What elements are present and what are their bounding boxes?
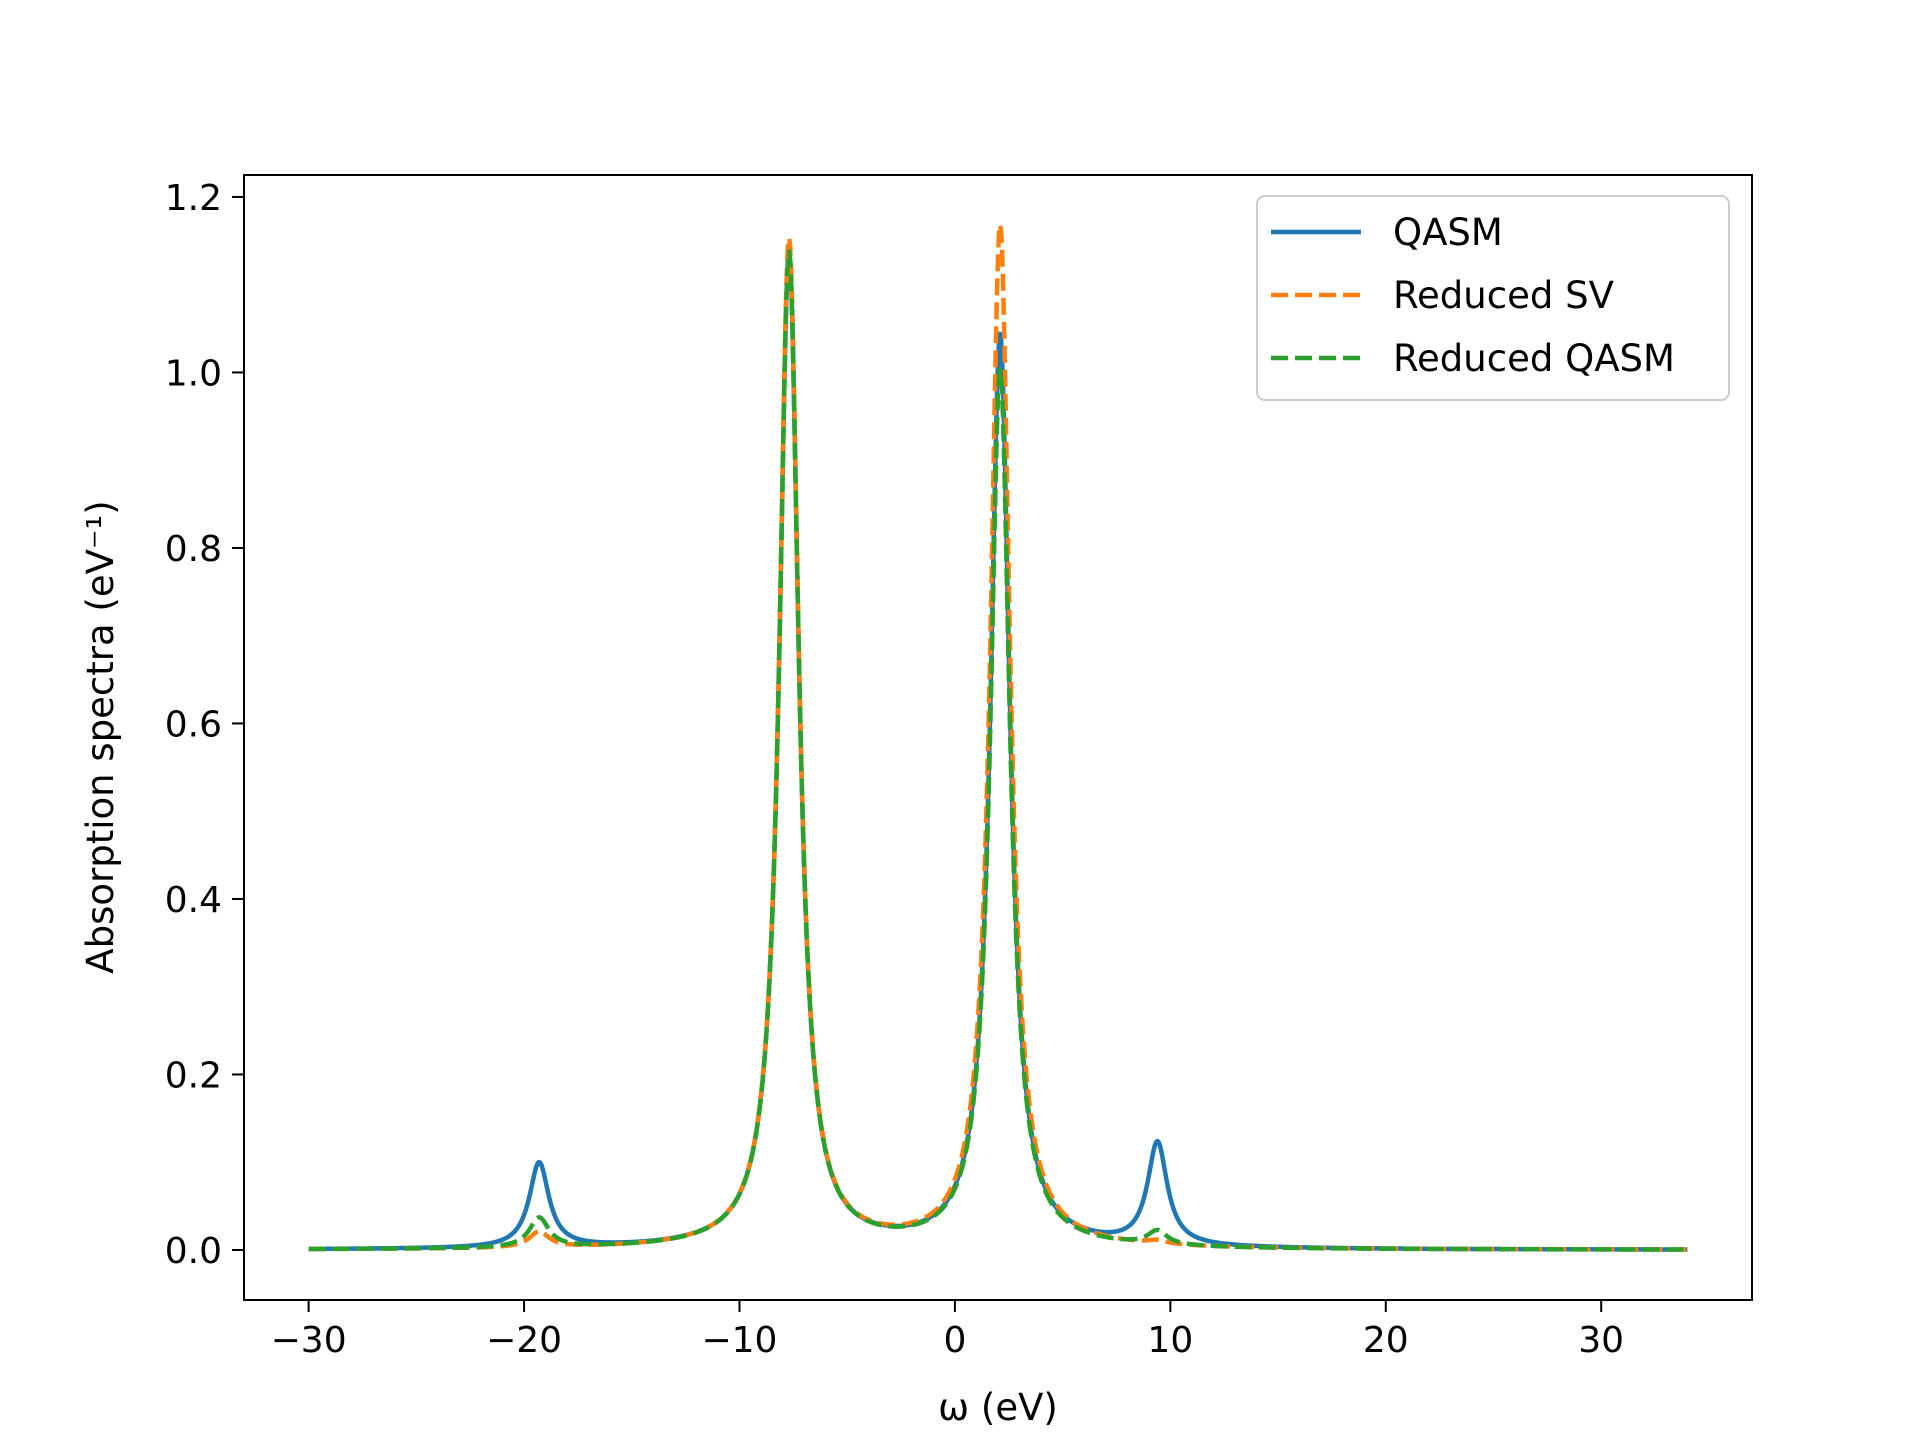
y-tick-label: 0.4 — [165, 880, 222, 921]
x-tick-label: −10 — [701, 1320, 777, 1361]
y-axis-ticks: 0.0 0.2 0.4 0.6 0.8 1.0 1.2 — [165, 178, 244, 1272]
x-tick-label: −20 — [486, 1320, 562, 1361]
legend: QASM Reduced SV Reduced QASM — [1256, 195, 1730, 401]
x-axis-label: ω (eV) — [938, 1386, 1058, 1429]
y-tick-label: 1.0 — [165, 353, 222, 394]
x-tick-label: 20 — [1363, 1320, 1409, 1361]
y-tick-label: 1.2 — [165, 178, 222, 219]
series-line-reduced-qasm — [307, 249, 1689, 1252]
y-tick-label: 0.0 — [165, 1231, 222, 1272]
y-axis-label: Absorption spectra (eV⁻¹) — [79, 500, 122, 973]
plot-lines — [307, 222, 1689, 1252]
legend-label-reduced-sv: Reduced SV — [1393, 274, 1614, 317]
y-tick-label: 0.2 — [165, 1055, 222, 1096]
y-tick-label: 0.8 — [165, 529, 222, 570]
x-axis-ticks: −30 −20 −10 0 10 20 30 — [271, 1300, 1624, 1361]
legend-box — [1256, 195, 1730, 401]
x-tick-label: 10 — [1147, 1320, 1193, 1361]
x-tick-label: 0 — [943, 1320, 966, 1361]
plot-frame — [243, 174, 1753, 1301]
legend-label-reduced-qasm: Reduced QASM — [1393, 337, 1675, 380]
x-tick-label: 30 — [1578, 1320, 1624, 1361]
x-tick-label: −30 — [271, 1320, 347, 1361]
y-tick-label: 0.6 — [165, 704, 222, 745]
legend-label-qasm: QASM — [1393, 211, 1503, 254]
